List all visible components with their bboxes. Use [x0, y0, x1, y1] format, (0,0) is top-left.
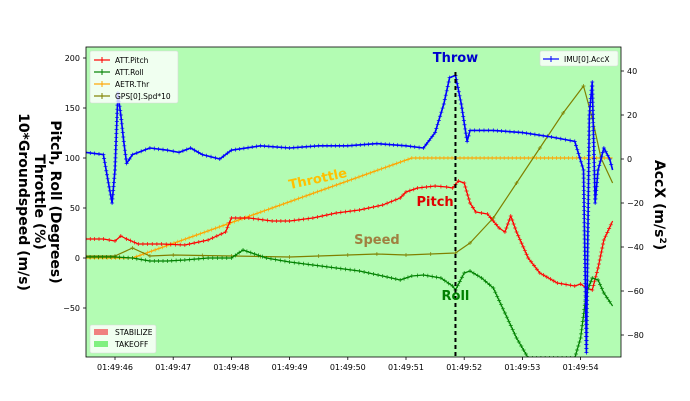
left-axis-title-line1: Pitch, Roll (Degrees) [47, 120, 63, 283]
svg-text:AETR.Thr: AETR.Thr [115, 80, 150, 89]
right-axis-title: AccX (m/s2) [651, 160, 667, 250]
x-tick-label: 01:49:46 [97, 363, 133, 372]
left-axis-title-line3: 10*Groundspeed (m/s) [15, 113, 31, 291]
legend-item: TAKEOFF [94, 340, 148, 349]
right-tick-label: 0 [627, 155, 632, 164]
legend-flight-modes: STABILIZE TAKEOFF [89, 324, 157, 354]
right-tick-label: −20 [627, 199, 644, 208]
left-tick-label: 50 [70, 204, 80, 213]
annotation-pitch: Pitch [417, 195, 454, 210]
left-tick-label: 200 [65, 54, 80, 63]
svg-text:STABILIZE: STABILIZE [115, 328, 153, 337]
svg-text:ATT.Roll: ATT.Roll [115, 68, 144, 77]
x-tick-label: 01:49:51 [388, 363, 424, 372]
right-tick-label: −60 [627, 287, 644, 296]
right-tick-label: 40 [627, 67, 637, 76]
series-gps-0-spd-10 [86, 84, 614, 259]
x-tick-label: 01:49:47 [155, 363, 191, 372]
svg-text:TAKEOFF: TAKEOFF [114, 340, 148, 349]
right-tick-label: 20 [627, 111, 637, 120]
x-tick-label: 01:49:54 [563, 363, 599, 372]
x-tick-label: 01:49:49 [272, 363, 308, 372]
x-tick-label: 01:49:48 [213, 363, 249, 372]
left-tick-label: −50 [63, 304, 80, 313]
series-att-roll [86, 248, 614, 357]
svg-text:IMU[0].AccX: IMU[0].AccX [564, 55, 610, 64]
left-tick-label: 0 [75, 254, 80, 263]
legend-item: ATT.Pitch [94, 56, 149, 65]
series-imu-0-accx [86, 73, 614, 355]
plot-frame [85, 46, 622, 358]
annotation-roll: Roll [442, 289, 470, 304]
x-axis: 01:49:46 01:49:47 01:49:48 01:49:49 01:49:50… [97, 357, 599, 372]
series-layer [86, 73, 614, 357]
left-y-axis: −50 0 50 100 150 200 [63, 54, 86, 313]
legend-series-left: ATT.Pitch ATT.Roll AETR.Thr GPS[0].Spd*10 [89, 50, 179, 104]
legend-item: AETR.Thr [94, 80, 150, 89]
x-tick-label: 01:49:53 [504, 363, 540, 372]
x-tick-label: 01:49:50 [330, 363, 366, 372]
legend-item: IMU[0].AccX [543, 55, 610, 64]
svg-text:ATT.Pitch: ATT.Pitch [115, 56, 149, 65]
right-tick-label: −80 [627, 331, 644, 340]
annotation-speed: Speed [354, 233, 400, 248]
legend-item: GPS[0].Spd*10 [94, 92, 171, 101]
legend-item: ATT.Roll [94, 68, 144, 77]
left-axis-title-line2: Throttle (%) [31, 154, 47, 249]
left-tick-label: 150 [65, 104, 80, 113]
right-y-axis: −80 −60 −40 −20 0 20 40 [621, 67, 644, 340]
annotation-throw: Throw [433, 51, 478, 66]
left-tick-label: 100 [65, 154, 80, 163]
right-tick-label: −40 [627, 243, 644, 252]
legend-item: STABILIZE [94, 328, 153, 337]
x-tick-label: 01:49:52 [446, 363, 482, 372]
svg-text:GPS[0].Spd*10: GPS[0].Spd*10 [115, 92, 171, 101]
legend-series-right: IMU[0].AccX [539, 50, 619, 67]
series-att-pitch [86, 179, 614, 292]
